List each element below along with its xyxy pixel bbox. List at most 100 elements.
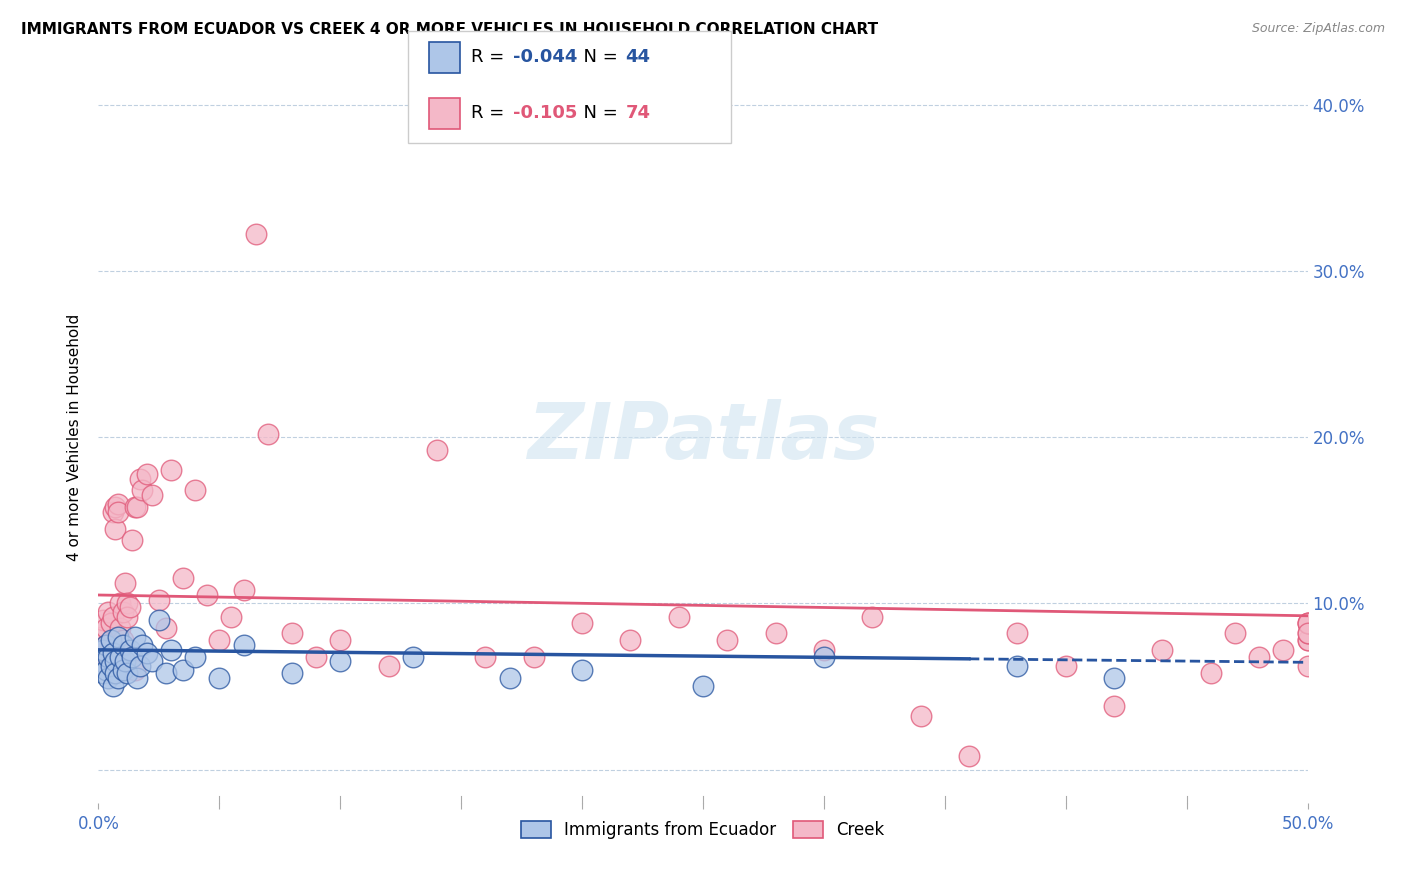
Point <box>104 521 127 535</box>
Point <box>124 663 146 677</box>
Point <box>104 655 127 669</box>
Point <box>172 663 194 677</box>
Point <box>100 632 122 647</box>
Point <box>117 666 139 681</box>
Text: R =: R = <box>471 104 510 122</box>
Text: IMMIGRANTS FROM ECUADOR VS CREEK 4 OR MORE VEHICLES IN HOUSEHOLD CORRELATION CHA: IMMIGRANTS FROM ECUADOR VS CREEK 4 OR MO… <box>21 22 879 37</box>
Point <box>172 571 194 585</box>
Point <box>100 643 122 657</box>
Point <box>1152 643 1174 657</box>
Point <box>131 483 153 498</box>
Point <box>121 649 143 664</box>
Point <box>1199 666 1222 681</box>
Point <box>155 621 177 635</box>
Point <box>232 638 254 652</box>
Point <box>117 609 139 624</box>
Point <box>101 680 124 694</box>
Point <box>111 663 134 677</box>
Text: Source: ZipAtlas.com: Source: ZipAtlas.com <box>1251 22 1385 36</box>
Point <box>118 643 141 657</box>
Point <box>571 616 593 631</box>
Point <box>114 576 136 591</box>
Point <box>329 655 352 669</box>
Point <box>90 655 112 669</box>
Text: -0.105: -0.105 <box>513 104 578 122</box>
Text: R =: R = <box>471 48 510 66</box>
Point <box>160 643 183 657</box>
Point <box>765 626 787 640</box>
Point <box>111 605 134 619</box>
Point <box>221 609 243 624</box>
Point <box>141 655 163 669</box>
Text: -0.044: -0.044 <box>513 48 578 66</box>
Point <box>128 659 150 673</box>
Point <box>305 649 328 664</box>
Point <box>121 533 143 548</box>
Point <box>329 632 352 647</box>
Point <box>571 663 593 677</box>
Point <box>184 649 207 664</box>
Point <box>281 666 304 681</box>
Point <box>124 630 146 644</box>
Point <box>107 505 129 519</box>
Point <box>256 426 278 441</box>
Point <box>1296 626 1319 640</box>
Point <box>1296 632 1319 647</box>
Point <box>1296 616 1319 631</box>
Point <box>101 505 124 519</box>
Point <box>127 500 149 514</box>
Point <box>957 749 980 764</box>
Y-axis label: 4 or more Vehicles in Household: 4 or more Vehicles in Household <box>67 313 83 561</box>
Point <box>1272 643 1295 657</box>
Point <box>97 655 120 669</box>
Point <box>155 666 177 681</box>
Text: N =: N = <box>572 104 624 122</box>
Point <box>208 671 231 685</box>
Point <box>910 709 932 723</box>
Point <box>184 483 207 498</box>
Point <box>100 616 122 631</box>
Point <box>1223 626 1246 640</box>
Point <box>101 646 124 660</box>
Point <box>281 626 304 640</box>
Point <box>91 666 114 681</box>
Point <box>208 632 231 647</box>
Point <box>148 613 170 627</box>
Text: 74: 74 <box>626 104 651 122</box>
Point <box>1296 632 1319 647</box>
Point <box>111 632 134 647</box>
Point <box>104 500 127 514</box>
Point <box>91 646 114 660</box>
Point <box>1296 616 1319 631</box>
Point <box>114 655 136 669</box>
Point <box>1296 626 1319 640</box>
Point <box>94 638 117 652</box>
Text: 44: 44 <box>626 48 651 66</box>
Point <box>97 649 120 664</box>
Point <box>131 638 153 652</box>
Point <box>104 666 127 681</box>
Point <box>118 599 141 614</box>
Point <box>245 227 267 242</box>
Point <box>860 609 883 624</box>
Point <box>813 649 835 664</box>
Legend: Immigrants from Ecuador, Creek: Immigrants from Ecuador, Creek <box>515 814 891 846</box>
Point <box>107 671 129 685</box>
Point <box>813 643 835 657</box>
Point <box>128 472 150 486</box>
Point <box>474 649 496 664</box>
Point <box>124 500 146 514</box>
Point <box>107 630 129 644</box>
Point <box>1249 649 1271 664</box>
Point <box>108 596 131 610</box>
Point <box>135 646 157 660</box>
Text: ZIPatlas: ZIPatlas <box>527 399 879 475</box>
Point <box>1007 626 1029 640</box>
Point <box>1102 671 1125 685</box>
Point <box>94 663 117 677</box>
Point <box>1296 659 1319 673</box>
Point <box>716 632 738 647</box>
Point <box>1102 699 1125 714</box>
Point <box>377 659 399 673</box>
Point <box>426 443 449 458</box>
